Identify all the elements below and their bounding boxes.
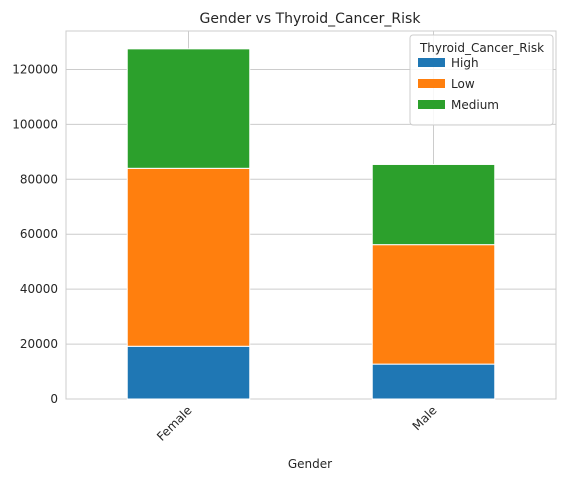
bar-female-high [126, 345, 251, 400]
chart-title: Gender vs Thyroid_Cancer_Risk [200, 11, 422, 27]
x-axis-label: Gender [288, 457, 332, 471]
legend-swatch-low [418, 79, 445, 88]
bar-female-medium [126, 48, 251, 169]
y-tick-label: 120000 [12, 62, 58, 76]
legend-label-low: Low [451, 77, 475, 91]
legend-swatch-high [418, 58, 445, 67]
legend: Thyroid_Cancer_Risk High Low Medium [409, 34, 554, 126]
bar-female-low [126, 167, 251, 347]
y-tick-label: 60000 [20, 227, 58, 241]
y-tick-label: 40000 [20, 282, 58, 296]
legend-title: Thyroid_Cancer_Risk [419, 41, 544, 55]
legend-items: High Low Medium [418, 56, 499, 112]
legend-label-medium: Medium [451, 98, 499, 112]
legend-frame [409, 34, 554, 126]
bar-male-low [371, 244, 496, 365]
bar-male-medium [371, 163, 496, 246]
bars [126, 48, 496, 400]
y-tick-label: 20000 [20, 337, 58, 351]
y-tick-label: 80000 [20, 172, 58, 186]
plot-area [65, 30, 557, 400]
legend-label-high: High [451, 56, 479, 70]
legend-swatch-medium [418, 100, 445, 109]
y-tick-label: 100000 [12, 117, 58, 131]
bar-male-high [371, 363, 496, 400]
y-tick-label: 0 [50, 392, 58, 406]
